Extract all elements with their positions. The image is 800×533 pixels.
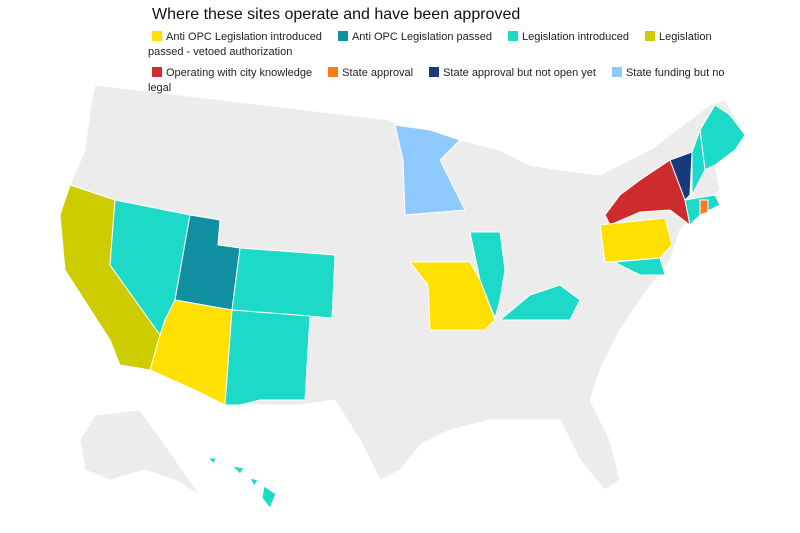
state — [261, 485, 277, 509]
state — [230, 465, 245, 475]
legend-swatch — [328, 67, 339, 77]
legend-item: State approval but not open yet — [425, 67, 596, 79]
legend-swatch — [152, 67, 162, 77]
legend-swatch — [645, 31, 655, 41]
state — [613, 257, 666, 276]
legend-swatch — [429, 67, 440, 77]
legend-label: State approval but not open yet — [443, 67, 596, 79]
state — [231, 247, 336, 319]
legend-label: State funding but no legal — [148, 67, 725, 94]
state — [699, 199, 709, 216]
state — [394, 124, 466, 216]
legend-swatch — [337, 31, 348, 41]
legend-swatch — [152, 31, 162, 41]
legend: Anti OPC Legislation introduced Anti OPC … — [148, 30, 748, 96]
legend-item: Anti OPC Legislation passed — [334, 31, 492, 43]
legend-label: Anti OPC Legislation introduced — [166, 31, 322, 43]
state — [408, 261, 496, 331]
legend-label: Operating with city knowledge — [166, 67, 313, 79]
legend-item: Legislation introduced — [504, 31, 629, 43]
legend-label: Anti OPC Legislation passed — [351, 31, 492, 43]
state — [206, 457, 217, 465]
legend-label: State approval — [342, 67, 414, 79]
legend-label: Legislation introduced — [521, 31, 629, 43]
state — [691, 129, 706, 196]
legend-item: Legislation passed - vetoed authorizatio… — [148, 31, 712, 58]
alaska — [79, 409, 201, 496]
state — [599, 217, 673, 263]
legend-item: Anti OPC Legislation introduced — [148, 31, 322, 43]
legend-item: Operating with city knowledge — [148, 67, 312, 79]
legend-swatch — [507, 31, 518, 41]
state — [498, 284, 581, 321]
state — [669, 151, 693, 201]
legend-item: State funding but no legal — [148, 67, 724, 94]
state — [699, 104, 746, 171]
map-title: Where these sites operate and have been … — [152, 6, 521, 23]
legend-item: State approval — [324, 67, 413, 79]
state — [249, 477, 259, 487]
state — [224, 309, 311, 406]
state — [469, 231, 506, 320]
legend-label: Legislation passed - vetoed authorizatio… — [148, 31, 712, 58]
legend-swatch — [611, 67, 622, 77]
